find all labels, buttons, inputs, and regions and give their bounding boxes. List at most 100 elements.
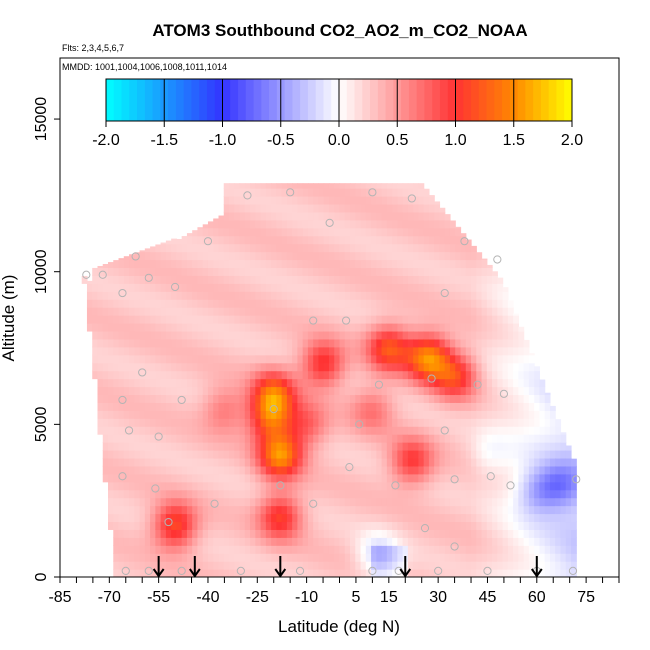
heatmap-cell xyxy=(286,211,293,221)
heatmap-cell xyxy=(418,513,425,523)
heatmap-cell xyxy=(202,505,209,515)
heatmap-cell xyxy=(155,521,162,530)
heatmap-cell xyxy=(334,513,341,523)
heatmap-cell xyxy=(339,195,346,205)
heatmap-cell xyxy=(481,426,488,435)
heatmap-cell xyxy=(260,243,267,253)
heatmap-cell xyxy=(313,259,320,269)
heatmap-cell xyxy=(165,299,172,308)
heatmap-cell xyxy=(276,497,283,507)
heatmap-cell xyxy=(286,243,293,253)
heatmap-cell xyxy=(292,183,299,189)
heatmap-cell xyxy=(234,362,241,372)
heatmap-cell xyxy=(492,489,498,499)
heatmap-cell xyxy=(213,553,220,562)
heatmap-cell xyxy=(260,426,267,435)
heatmap-cell xyxy=(92,346,99,356)
heatmap-cell xyxy=(323,481,330,491)
heatmap-cell xyxy=(465,489,472,499)
heatmap-cell xyxy=(113,481,120,491)
heatmap-cell xyxy=(144,553,151,562)
heatmap-cell xyxy=(181,529,188,538)
heatmap-cell xyxy=(350,188,356,197)
heatmap-cell xyxy=(486,307,493,316)
heatmap-cell xyxy=(108,465,114,475)
heatmap-cell xyxy=(460,457,467,467)
heatmap-cell xyxy=(360,450,367,459)
heatmap-cell xyxy=(271,275,277,284)
heatmap-cell xyxy=(297,513,304,523)
heatmap-cell xyxy=(276,394,283,403)
heatmap-cell xyxy=(250,426,256,435)
heatmap-cell xyxy=(392,561,398,570)
heatmap-cell xyxy=(402,378,409,388)
heatmap-cell xyxy=(434,505,441,515)
heatmap-cell xyxy=(271,307,277,316)
heatmap-cell xyxy=(418,497,425,507)
heatmap-cell xyxy=(428,227,435,237)
heatmap-cell xyxy=(434,299,441,308)
heatmap-cell xyxy=(518,473,525,483)
heatmap-cell xyxy=(213,243,220,253)
heatmap-cell xyxy=(313,354,320,364)
heatmap-cell xyxy=(165,354,172,364)
heatmap-cell xyxy=(339,521,346,530)
heatmap-cell xyxy=(286,394,293,403)
heatmap-cell xyxy=(344,370,351,380)
heatmap-cell xyxy=(381,219,388,229)
heatmap-cell xyxy=(281,251,288,261)
heatmap-cell xyxy=(150,307,156,316)
heatmap-cell xyxy=(339,251,346,261)
heatmap-cell xyxy=(244,259,251,269)
heatmap-cell xyxy=(292,251,299,261)
heatmap-cell xyxy=(476,394,483,403)
heatmap-cell xyxy=(350,283,356,292)
heatmap-cell xyxy=(476,410,483,419)
observation-point xyxy=(345,462,354,472)
heatmap-cell xyxy=(486,465,493,475)
heatmap-cell xyxy=(471,569,477,577)
heatmap-cell xyxy=(534,489,541,499)
heatmap-cell xyxy=(250,386,256,396)
heatmap-cell xyxy=(449,299,456,308)
heatmap-cell xyxy=(186,243,193,253)
heatmap-cell xyxy=(492,275,498,284)
heatmap-cell xyxy=(344,354,351,364)
heatmap-cell xyxy=(434,346,441,356)
heatmap-cell xyxy=(428,267,435,276)
heatmap-cell xyxy=(418,219,425,229)
heatmap-cell xyxy=(223,291,230,300)
heatmap-cell xyxy=(428,442,435,451)
heatmap-cell xyxy=(528,465,535,475)
heatmap-cell xyxy=(139,251,146,261)
observation-point xyxy=(118,472,127,481)
heatmap-cell xyxy=(376,537,383,546)
heatmap-cell xyxy=(539,497,546,507)
heatmap-cell xyxy=(202,307,209,316)
observation-point xyxy=(440,288,449,298)
heatmap-cell xyxy=(255,553,262,562)
heatmap-cell xyxy=(218,505,225,515)
heatmap-cell xyxy=(292,370,299,380)
heatmap-cell xyxy=(471,323,477,332)
heatmap-cell xyxy=(302,561,309,570)
heatmap-cell xyxy=(455,513,462,523)
heatmap-cell xyxy=(444,513,451,523)
heatmap-cell xyxy=(255,183,262,189)
colorbar-swatch xyxy=(284,79,293,121)
heatmap-cell xyxy=(449,481,456,491)
heatmap-cell xyxy=(376,211,383,221)
heatmap-cell xyxy=(423,426,430,435)
heatmap-cell xyxy=(250,291,256,300)
heatmap-cell xyxy=(171,251,177,261)
heatmap-cell xyxy=(260,362,267,372)
heatmap-cell xyxy=(202,465,209,475)
heatmap-cell xyxy=(518,553,525,562)
heatmap-cell xyxy=(360,354,367,364)
heatmap-cell xyxy=(292,291,299,300)
heatmap-cell xyxy=(318,386,325,396)
heatmap-cell xyxy=(255,203,262,213)
heatmap-cell xyxy=(186,434,193,443)
heatmap-cell xyxy=(402,426,409,435)
heatmap-cell xyxy=(381,307,388,316)
